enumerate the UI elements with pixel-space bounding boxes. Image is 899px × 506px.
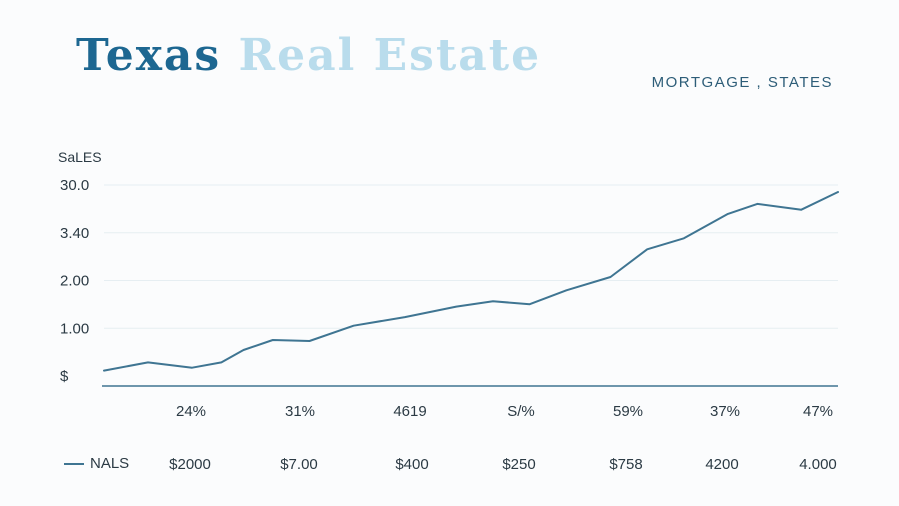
y-tick-label: 1.00 — [60, 320, 89, 337]
legend-label: NALS — [90, 455, 130, 472]
legend: NALS — [64, 455, 129, 472]
legend-row-value: $758 — [609, 456, 642, 473]
grid-layer — [104, 184, 838, 329]
legend-row-value: $400 — [395, 456, 428, 473]
y-tick-label: 2.00 — [60, 273, 89, 290]
series-line-nals — [103, 191, 839, 372]
legend-row-value: $7.00 — [280, 456, 318, 473]
x-tick-label: S/% — [507, 403, 535, 420]
title-word-primary: Texas — [76, 30, 222, 81]
y-tick-label: 3.40 — [60, 225, 89, 242]
legend-value-row: $2000 $7.00 $400 $250 $758 4200 4.000 — [169, 456, 837, 473]
x-tick-label: 24% — [176, 403, 206, 420]
legend-row-value: 4200 — [705, 456, 738, 473]
page-subtitle: MORTGAGE , STATES — [651, 74, 833, 91]
y-tick-label: $ — [60, 368, 69, 385]
x-tick-label: 4619 — [393, 403, 426, 420]
y-axis-ticks: 30.0 3.40 2.00 1.00 $ — [60, 177, 89, 385]
x-tick-label: 31% — [285, 403, 315, 420]
series-layer — [103, 191, 839, 372]
title-word-secondary: Real Estate — [238, 30, 542, 81]
page-title: Texas Real Estate — [76, 30, 541, 81]
x-axis-ticks: 24% 31% 4619 S/% 59% 37% 47% — [176, 403, 833, 420]
legend-row-value: 4.000 — [799, 456, 837, 473]
x-tick-label: 47% — [803, 403, 833, 420]
legend-swatch — [64, 462, 84, 465]
legend-row-value: $2000 — [169, 456, 211, 473]
x-tick-label: 37% — [710, 403, 740, 420]
x-tick-label: 59% — [613, 403, 643, 420]
y-axis-label: SaLES — [58, 149, 102, 165]
legend-row-value: $250 — [502, 456, 535, 473]
y-tick-label: 30.0 — [60, 177, 89, 194]
